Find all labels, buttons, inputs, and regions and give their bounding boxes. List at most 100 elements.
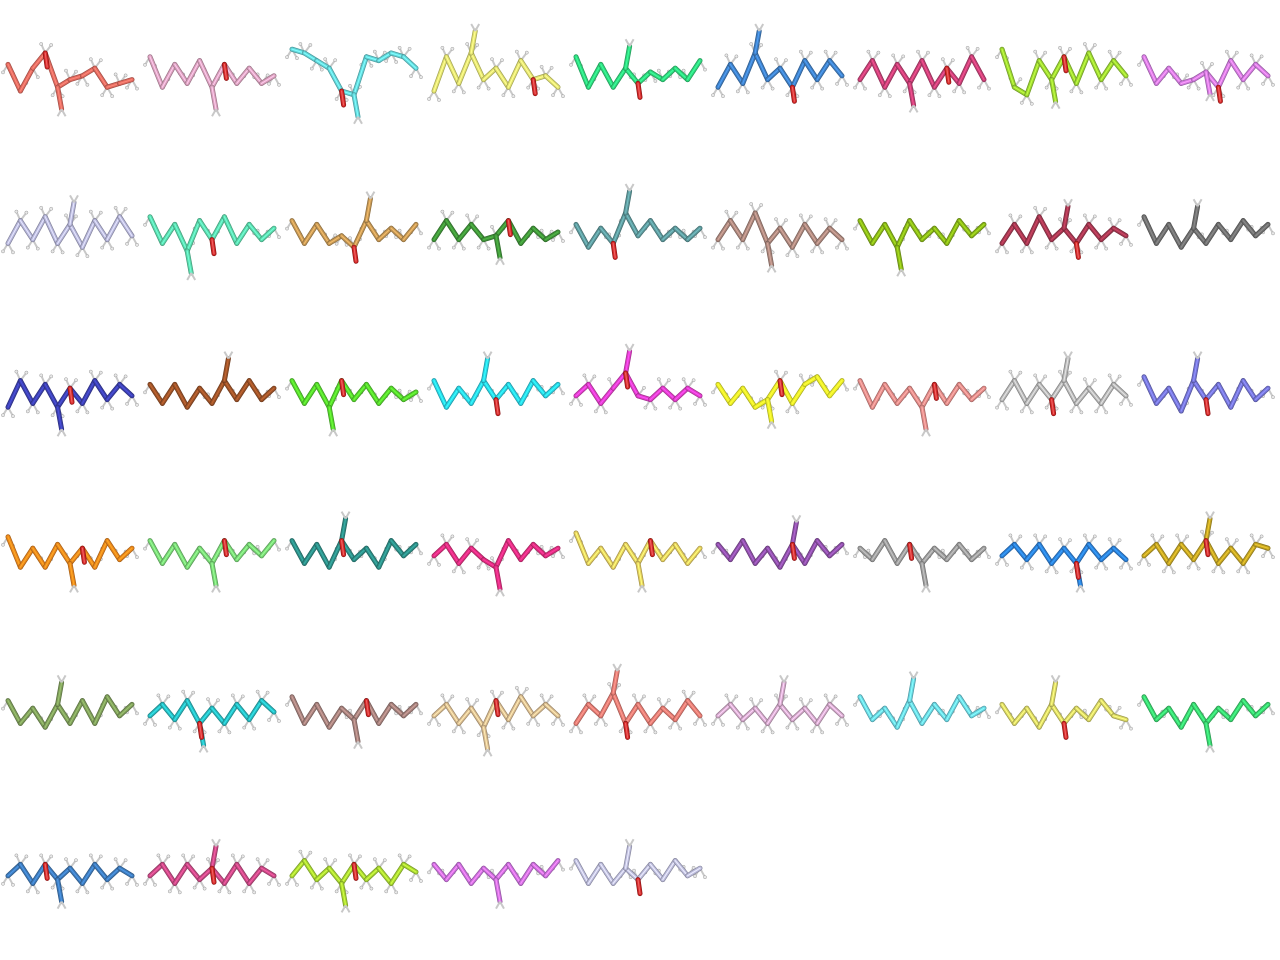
hydrogen-atom (1119, 565, 1123, 570)
carbon-bond (353, 547, 368, 561)
hydrogen-atom (569, 62, 573, 67)
carbon-bond (1205, 383, 1220, 401)
branch-bond (766, 242, 773, 267)
hydrogen-atom (833, 50, 838, 55)
hydrogen-atom (703, 235, 707, 240)
hydrogen-atom (476, 85, 481, 90)
hydrogen-atom (1092, 534, 1097, 539)
hydrogen-bond (770, 264, 777, 273)
carbon-bond (884, 539, 898, 565)
hydrogen-atom (265, 858, 270, 863)
hydrogen-atom (1137, 561, 1141, 566)
carbon-bond (686, 227, 701, 241)
hydrogen-atom (135, 402, 139, 407)
carbon-bond (1143, 543, 1157, 557)
hydrogen-atom (845, 551, 849, 556)
hydrogen-bond (332, 428, 339, 437)
carbon-bond (19, 67, 34, 92)
hydrogen-atom (1137, 382, 1141, 387)
hydrogen-atom (1069, 409, 1074, 414)
carbon-bond (624, 543, 639, 565)
hydrogen-atom (1210, 530, 1214, 535)
hydrogen-atom (866, 548, 871, 553)
oxygen-bond (791, 86, 796, 102)
hydrogen-atom (1058, 537, 1062, 542)
carbon-bond (754, 707, 769, 725)
hydrogen-atom (618, 729, 623, 734)
carbon-bond (1180, 703, 1195, 728)
hydrogen-atom (835, 721, 839, 726)
branch-bond (1205, 517, 1211, 542)
carbon-bond (1013, 707, 1028, 725)
molecule-46 (1, 853, 139, 910)
carbon-bond (1205, 223, 1220, 245)
carbon-bond (662, 543, 676, 561)
hydrogen-atom (230, 693, 235, 698)
carbon-bond (1075, 52, 1090, 85)
carbon-bond (69, 699, 84, 725)
hydrogen-bond (795, 514, 802, 523)
carbon-bond (686, 867, 701, 877)
branch-bond (56, 878, 63, 903)
hydrogen-atom (835, 245, 839, 250)
hydrogen-atom (98, 854, 103, 859)
hydrogen-atom (11, 414, 15, 419)
carbon-bond (118, 216, 133, 237)
hydrogen-atom (1171, 570, 1176, 575)
hydrogen-atom (770, 86, 775, 91)
carbon-bond (1026, 59, 1040, 96)
hydrogen-bond (628, 838, 635, 847)
hydrogen-atom (465, 697, 470, 702)
hydrogen-atom (50, 93, 55, 98)
hydrogen-atom (579, 402, 583, 407)
hydrogen-atom (39, 205, 44, 210)
hydrogen-atom (759, 203, 764, 207)
hydrogen-bond (60, 108, 67, 117)
carbon-bond (828, 227, 843, 241)
carbon-bond (859, 696, 873, 721)
hydrogen-atom (784, 694, 788, 699)
carbon-bond (575, 532, 589, 565)
hydrogen-atom (451, 729, 456, 734)
molecule-1 (1, 42, 139, 117)
hydrogen-bond (628, 343, 635, 352)
hydrogen-atom (1259, 54, 1264, 59)
hydrogen-bond (624, 38, 631, 47)
hydrogen-atom (810, 729, 815, 734)
hydrogen-atom (1058, 217, 1062, 222)
hydrogen-atom (397, 704, 402, 709)
hydrogen-atom (693, 874, 697, 879)
carbon-bond (236, 863, 250, 885)
carbon-bond (1063, 227, 1078, 245)
hydrogen-atom (1117, 50, 1122, 55)
hydrogen-bond (637, 584, 643, 593)
molecule-35 (995, 533, 1133, 593)
carbon-bond (328, 867, 343, 885)
hydrogen-bond (211, 584, 217, 593)
hydrogen-atom (216, 858, 220, 863)
hydrogen-atom (372, 857, 377, 862)
carbon-bond (149, 863, 163, 877)
hydrogen-atom (394, 890, 399, 895)
hydrogen-atom (1005, 250, 1009, 255)
carbon-bond (933, 547, 948, 561)
molecule-27 (1137, 351, 1275, 417)
hydrogen-atom (461, 246, 466, 251)
hydrogen-atom (113, 72, 118, 77)
hydrogen-atom (98, 58, 103, 63)
hydrogen-atom (227, 730, 232, 735)
carbon-bond (174, 383, 188, 408)
carbon-bond (19, 379, 34, 405)
carbon-bond (1230, 219, 1244, 241)
hydrogen-atom (394, 60, 399, 64)
hydrogen-atom (60, 250, 65, 255)
hydrogen-atom (760, 729, 765, 734)
hydrogen-atom (465, 537, 470, 542)
hydrogen-atom (653, 79, 658, 83)
carbon-bond (575, 223, 589, 248)
carbon-bond (1168, 67, 1182, 85)
carbon-bond (402, 543, 417, 557)
molecule-8 (995, 42, 1133, 110)
carbon-bond (328, 707, 343, 728)
hydrogen-atom (603, 722, 608, 727)
